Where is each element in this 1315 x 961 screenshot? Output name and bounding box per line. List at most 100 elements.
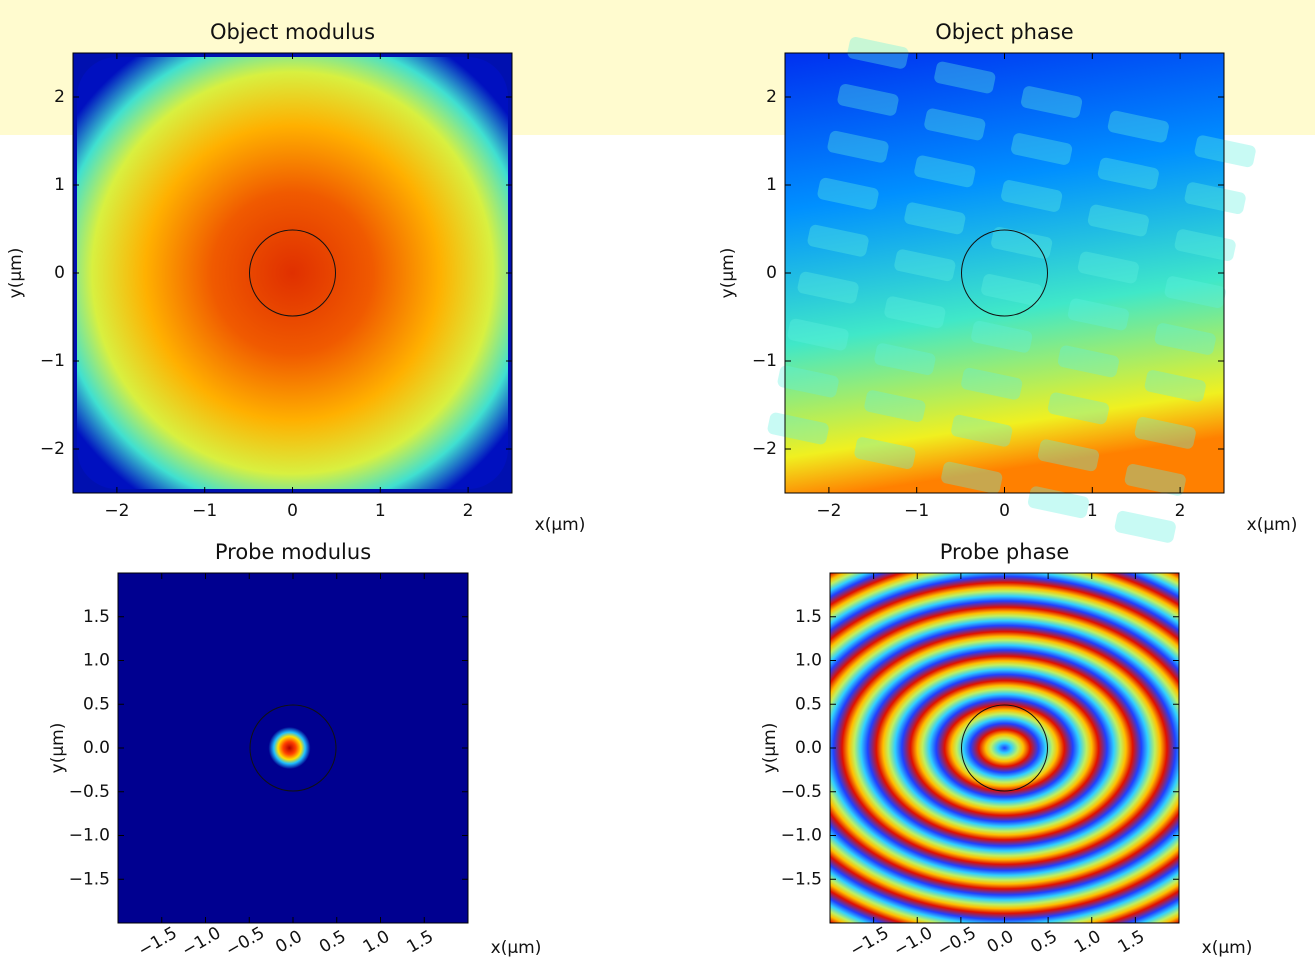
x-tick-label: 0.0 (984, 927, 1017, 958)
x-tick-label: 2 (463, 501, 474, 521)
y-tick-label: −1 (752, 351, 777, 371)
x-tick-label: 1.5 (1115, 927, 1148, 958)
image-brick (854, 437, 916, 469)
y-tick-label: 1.5 (83, 607, 110, 627)
image-brick (904, 202, 966, 235)
image-brick (1134, 417, 1196, 449)
image-brick (961, 367, 1023, 400)
image-brick (1021, 86, 1083, 118)
y-tick-label: −1.5 (69, 869, 110, 889)
circle-annotation (961, 704, 1048, 792)
x-tick-label: −2 (816, 501, 841, 521)
image-brick (924, 108, 986, 141)
circle-annotation (961, 229, 1048, 317)
image-brick (807, 224, 869, 257)
image-brick (1107, 110, 1169, 143)
y-tick-label: 0.5 (83, 694, 110, 714)
image-brick (1144, 370, 1206, 402)
x-tick-label: −0.5 (934, 923, 980, 961)
image-brick (941, 461, 1003, 494)
y-tick-label: −1 (40, 351, 65, 371)
x-tick-label: −1 (192, 501, 217, 521)
image-brick (1047, 392, 1109, 425)
x-tick-label: 1.0 (1071, 927, 1104, 958)
image-brick (874, 343, 936, 376)
image (830, 573, 1179, 923)
chart-title: Object modulus (210, 20, 375, 44)
y-tick-label: −0.5 (781, 782, 822, 802)
image-brick (1087, 204, 1149, 237)
x-tick-label: 0 (999, 501, 1010, 521)
image-brick (1028, 486, 1090, 519)
x-axis-label: x(μm) (1247, 515, 1298, 535)
image-brick (1194, 135, 1256, 168)
y-tick-label: −1.0 (781, 826, 822, 846)
image-brick (797, 271, 859, 304)
image-brick (914, 155, 976, 188)
image-brick (1154, 323, 1216, 355)
x-axis-label: x(μm) (1202, 938, 1253, 958)
image-brick (817, 177, 879, 210)
y-tick-label: 2 (54, 87, 65, 107)
y-tick-label: 1.0 (795, 651, 822, 671)
y-axis-label: y(μm) (6, 248, 26, 299)
y-tick-label: −2 (40, 439, 65, 459)
y-tick-label: 2 (766, 87, 777, 107)
x-tick-label: −1 (904, 501, 929, 521)
circle-annotation (249, 704, 337, 792)
y-tick-label: −1.0 (69, 826, 110, 846)
x-tick-label: −1.5 (847, 923, 893, 961)
image-brick (767, 412, 829, 445)
image-brick (894, 249, 956, 282)
x-tick-label: −1.0 (179, 923, 225, 961)
x-tick-label: 1.0 (360, 927, 393, 958)
x-tick-label: −1.5 (135, 923, 181, 961)
y-tick-label: 1.5 (795, 607, 822, 627)
x-tick-label: −0.5 (222, 923, 268, 961)
x-axis-label: x(μm) (535, 515, 586, 535)
image-brick (1124, 463, 1186, 496)
x-tick-label: 1.5 (404, 927, 437, 958)
y-tick-label: 0 (766, 263, 777, 283)
image-spot (118, 573, 468, 923)
y-tick-label: 1 (54, 175, 65, 195)
image-brick (1067, 298, 1129, 331)
y-tick-label: 0.5 (795, 694, 822, 714)
x-tick-label: 2 (1175, 501, 1186, 521)
y-tick-label: 1 (766, 175, 777, 195)
y-axis-label: y(μm) (48, 723, 68, 774)
x-tick-label: 0.5 (1027, 927, 1060, 958)
image-brick (1037, 439, 1100, 472)
image-brick (971, 320, 1033, 353)
image-brick (827, 130, 889, 163)
chart-title: Probe phase (940, 540, 1070, 564)
image (785, 53, 1224, 493)
x-tick-label: 0.0 (272, 927, 305, 958)
image-brick (1114, 510, 1176, 543)
y-tick-label: 0.0 (83, 738, 110, 758)
image-brick (837, 83, 899, 116)
y-tick-label: 0.0 (795, 738, 822, 758)
x-tick-label: −1.0 (890, 923, 936, 961)
y-tick-label: 0 (54, 263, 65, 283)
x-tick-label: −2 (104, 501, 129, 521)
image-brick (1001, 180, 1063, 212)
chart-title: Object phase (935, 20, 1073, 44)
image-brick (1164, 276, 1226, 308)
x-tick-label: 1 (375, 501, 386, 521)
y-tick-label: 1.0 (83, 651, 110, 671)
image-brick (884, 296, 946, 329)
y-tick-label: −1.5 (781, 869, 822, 889)
image-brick (787, 318, 849, 351)
image-brick (1174, 229, 1236, 261)
image-brick (1077, 251, 1139, 284)
image-brick (991, 227, 1053, 259)
image-brick (934, 61, 996, 94)
chart-title: Probe modulus (215, 540, 371, 564)
y-axis-label: y(μm) (760, 723, 780, 774)
image (77, 57, 508, 489)
circle-annotation (249, 229, 336, 317)
image-brick (1057, 345, 1119, 378)
y-tick-label: −0.5 (69, 782, 110, 802)
